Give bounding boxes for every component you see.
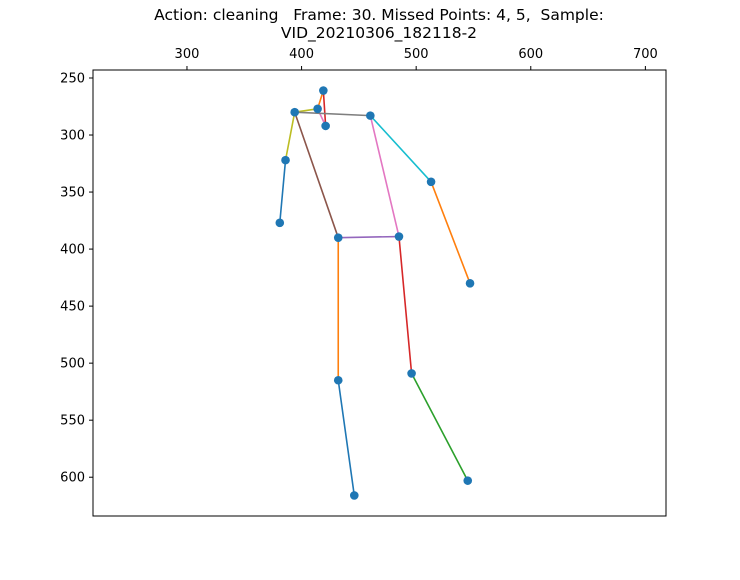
- keypoint-14: [463, 476, 473, 485]
- bone-13: [398, 235, 413, 375]
- y-tick-label-500: 500: [60, 357, 85, 372]
- keypoint-5: [281, 155, 290, 165]
- x-tick-label-300: 300: [175, 47, 200, 62]
- keypoint-8: [465, 279, 475, 288]
- y-tick-label-250: 250: [60, 71, 85, 86]
- bone-10: [369, 114, 400, 238]
- bone-6: [278, 159, 287, 224]
- y-tick-label-450: 450: [60, 300, 85, 315]
- y-axis-ticks: 250 300 350 400 450 500 550 600: [60, 71, 93, 486]
- x-tick-label-600: 600: [518, 47, 543, 62]
- y-tick-label-300: 300: [60, 129, 85, 144]
- keypoint-3: [290, 107, 299, 117]
- chart-title-line-1: Action: cleaning Frame: 30. Missed Point…: [154, 6, 604, 24]
- keypoint-12: [407, 369, 416, 378]
- bone-7: [369, 114, 432, 183]
- skeleton-bones: [278, 89, 471, 497]
- keypoint-10: [394, 232, 404, 241]
- keypoint-6: [426, 177, 436, 187]
- keypoint-11: [333, 375, 343, 385]
- bone-5: [284, 111, 296, 161]
- bone-14: [337, 379, 356, 497]
- keypoint-2: [321, 121, 330, 131]
- keypoint-7: [275, 218, 285, 228]
- bone-4: [293, 111, 372, 117]
- chart-title: Action: cleaning Frame: 30. Missed Point…: [0, 6, 740, 42]
- y-tick-label-350: 350: [60, 186, 85, 201]
- bone-11: [337, 235, 400, 239]
- keypoint-4: [366, 111, 375, 120]
- bone-9: [293, 111, 340, 239]
- x-tick-label-400: 400: [289, 47, 314, 62]
- chart-title-line-2: VID_20210306_182118-2: [280, 24, 478, 42]
- plot-frame: [92, 69, 667, 517]
- keypoints: [275, 86, 475, 500]
- keypoint-9: [333, 233, 343, 242]
- keypoint-1: [313, 104, 322, 114]
- bone-15: [410, 372, 469, 482]
- keypoint-13: [349, 491, 359, 500]
- bone-8: [430, 180, 471, 285]
- y-tick-label-400: 400: [60, 243, 85, 258]
- x-tick-label-700: 700: [633, 47, 658, 62]
- keypoint-0: [319, 86, 328, 95]
- bone-1: [322, 89, 327, 127]
- x-axis-ticks: 300 400 500 600 700: [175, 47, 658, 70]
- x-tick-label-500: 500: [404, 47, 429, 62]
- y-tick-label-550: 550: [60, 414, 85, 429]
- y-tick-label-600: 600: [60, 471, 85, 486]
